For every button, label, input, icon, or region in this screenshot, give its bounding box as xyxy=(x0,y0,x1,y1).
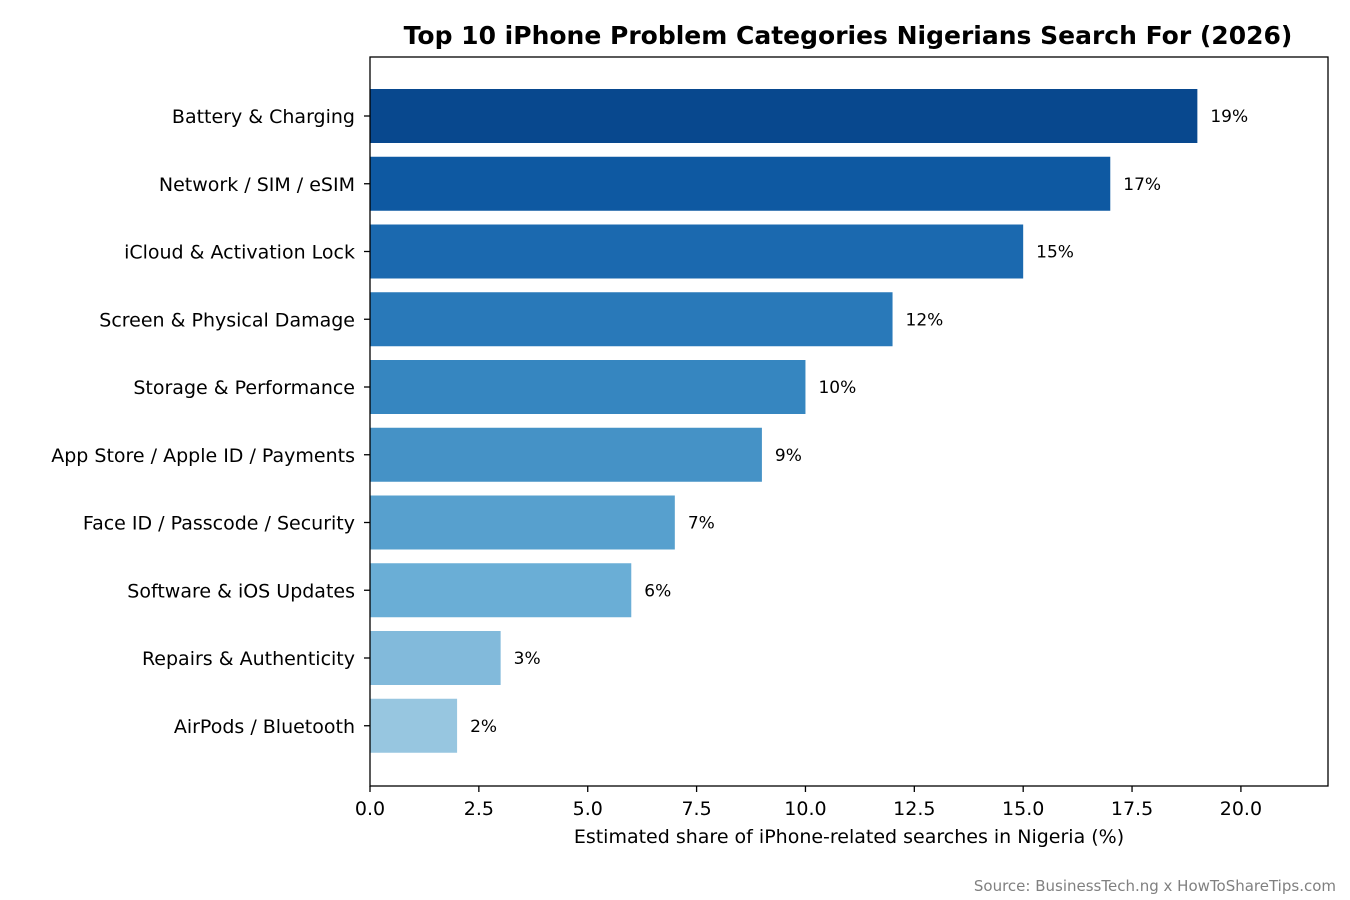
category-label-9: AirPods / Bluetooth xyxy=(174,716,355,738)
value-label-0: 19% xyxy=(1210,107,1248,127)
value-label-9: 2% xyxy=(470,717,497,737)
category-label-3: Screen & Physical Damage xyxy=(99,309,355,331)
value-label-3: 12% xyxy=(906,310,944,330)
value-label-group: 19% 17% 15% 12% 10% 9% 7% 6% 3% 2% xyxy=(470,107,1248,737)
plot-frame xyxy=(369,56,1329,787)
category-label-1: Network / SIM / eSIM xyxy=(159,174,355,196)
x-tick-label-6: 15.0 xyxy=(1002,798,1044,820)
value-label-5: 9% xyxy=(775,446,802,466)
value-label-2: 15% xyxy=(1036,243,1074,263)
x-axis-ticks: 0.0 2.5 5.0 7.5 10.0 12.5 15.0 17.5 20.0 xyxy=(355,786,1262,820)
bar-8 xyxy=(370,631,501,685)
value-label-7: 6% xyxy=(644,581,671,601)
bar-1 xyxy=(370,156,1111,211)
value-label-8: 3% xyxy=(514,649,541,669)
x-tick-label-7: 17.5 xyxy=(1111,798,1153,820)
x-tick-label-5: 12.5 xyxy=(893,798,935,820)
x-tick-label-4: 10.0 xyxy=(784,798,826,820)
category-label-7: Software & iOS Updates xyxy=(127,580,355,602)
bar-4 xyxy=(370,360,806,414)
category-label-group: Battery & Charging Network / SIM / eSIM iC… xyxy=(51,106,370,738)
bar-7 xyxy=(370,563,632,618)
x-tick-label-1: 2.5 xyxy=(464,798,494,820)
value-label-6: 7% xyxy=(688,514,715,534)
bar-2 xyxy=(370,224,1024,279)
x-axis-label: Estimated share of iPhone-related search… xyxy=(574,826,1124,848)
x-tick-label-0: 0.0 xyxy=(355,798,385,820)
x-tick-label-3: 7.5 xyxy=(681,798,711,820)
bar-group xyxy=(370,89,1198,753)
category-label-2: iCloud & Activation Lock xyxy=(124,242,355,264)
bar-9 xyxy=(370,698,458,753)
bar-0 xyxy=(370,89,1198,143)
category-label-8: Repairs & Authenticity xyxy=(142,648,355,670)
value-label-1: 17% xyxy=(1123,175,1161,195)
value-label-4: 10% xyxy=(818,378,856,398)
x-tick-label-8: 20.0 xyxy=(1220,798,1262,820)
bar-3 xyxy=(370,292,893,347)
category-label-6: Face ID / Passcode / Security xyxy=(83,513,355,535)
bar-6 xyxy=(370,495,675,550)
category-label-4: Storage & Performance xyxy=(133,377,355,399)
chart-title: Top 10 iPhone Problem Categories Nigeria… xyxy=(404,21,1293,50)
category-label-0: Battery & Charging xyxy=(172,106,355,128)
source-note: Source: BusinessTech.ng x HowToShareTips… xyxy=(974,877,1336,895)
category-label-5: App Store / Apple ID / Payments xyxy=(51,445,355,467)
bar-5 xyxy=(370,427,762,482)
x-tick-label-2: 5.0 xyxy=(573,798,603,820)
